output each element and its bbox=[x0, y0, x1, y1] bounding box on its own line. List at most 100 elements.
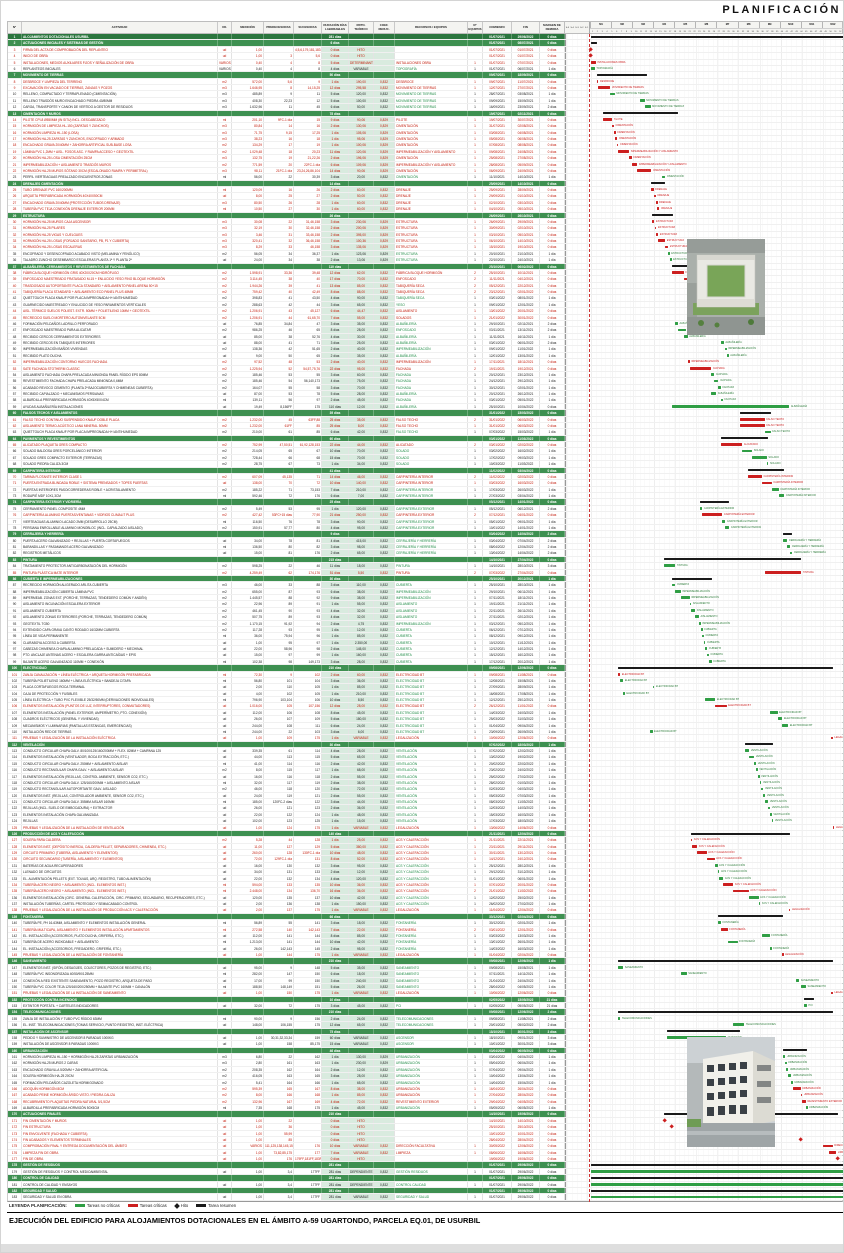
task-bar[interactable] bbox=[618, 672, 621, 676]
task-bar[interactable] bbox=[832, 825, 835, 829]
task-row[interactable]: 136 ELEMENTOS INSTALACIÓN (CIRC. GENERAL … bbox=[8, 894, 843, 901]
task-bar[interactable] bbox=[657, 207, 660, 211]
task-row[interactable]: 12 CARGA, TRANSPORTE Y CANON DE VERTIDO A… bbox=[8, 104, 843, 111]
task-row[interactable]: 15 HORMIGÓN DE LIMPIEZA HL-150 (ZAPATAS Y… bbox=[8, 123, 843, 130]
task-bar[interactable] bbox=[768, 806, 771, 810]
task-row[interactable]: 94 EXTENDIDO CAPA GRAVA CANTO RODADO 16/3… bbox=[8, 626, 843, 634]
task-row[interactable]: 109 MECANISMOS Y LUMINARIAS (PANTALLAS ES… bbox=[8, 722, 843, 729]
task-bar[interactable] bbox=[703, 640, 706, 644]
task-row[interactable]: 128 ELEMENTOS INST. (DEPÓSITO INERCIA, CA… bbox=[8, 843, 843, 850]
task-row[interactable]: 68 SOLADO PIEDRA CALIZA 3CM m2 28,75 67 73 1 d… bbox=[8, 461, 843, 468]
task-bar[interactable] bbox=[612, 124, 614, 128]
summary-bar[interactable] bbox=[651, 182, 665, 185]
task-row[interactable]: 17 HORMIGÓN HA-25 ZAPATAS Y ZUNCHOS, ENCO… bbox=[8, 136, 843, 143]
task-row[interactable]: 55 REVESTIMIENTO FACHADA CHAPA PRELACADA … bbox=[8, 378, 843, 385]
summary-bar[interactable] bbox=[618, 1011, 833, 1014]
section-row[interactable]: 69 CARPINTERÍA INTERIOR 41 días 11/02/2022 0… bbox=[8, 467, 843, 474]
task-bar[interactable] bbox=[718, 385, 721, 389]
task-bar[interactable] bbox=[769, 711, 778, 714]
task-row[interactable]: 87 RECRECIDO HORMIGÓN ALIGERADO ARLITA CU… bbox=[8, 582, 843, 589]
task-row[interactable]: 183 SEGURIDAD Y SALUD EN OBRA ud 1,00 3,4 177… bbox=[8, 1194, 843, 1201]
task-bar[interactable] bbox=[700, 507, 703, 510]
summary-bar[interactable] bbox=[618, 666, 833, 669]
task-bar[interactable] bbox=[637, 169, 652, 172]
section-row[interactable]: 86 CUBIERTA E IMPERMEABILIZACIONES 30 días… bbox=[8, 575, 843, 583]
task-row[interactable]: 78 PERSIANA ENROLLABLE ALUMINIO MONOBLOC … bbox=[8, 524, 843, 532]
task-bar[interactable] bbox=[689, 366, 712, 370]
task-row[interactable]: 18 ENCACHADO GRAVA 20/40MM + ZAHORRA ARTI… bbox=[8, 142, 843, 149]
task-row[interactable]: 111 PRUEBAS Y LEGALIZACIÓN DE LA INSTALAC… bbox=[8, 735, 843, 742]
task-bar[interactable] bbox=[591, 60, 596, 64]
task-row[interactable]: 50 IMPERMEABILIZACIÓN BAÑOS VIVIENDAS m2 13… bbox=[8, 346, 843, 353]
task-bar[interactable] bbox=[727, 940, 738, 944]
section-row[interactable]: 100 ELECTRICIDAD 210 días 09/08/2021 12/06/2… bbox=[8, 665, 843, 672]
task-row[interactable]: 103 PLACA CORTAFUEGOS ROCA TERMINAL ud 2,00… bbox=[8, 684, 843, 691]
task-bar[interactable] bbox=[764, 430, 771, 434]
task-row[interactable]: 71 PUERTA ENTRADA BLINDADA ROBLE + SISTEM… bbox=[8, 480, 843, 487]
section-row[interactable]: 112 VENTILACIÓN 30 días 07/02/2022 18/03/202… bbox=[8, 741, 843, 748]
task-bar[interactable] bbox=[649, 730, 653, 733]
task-row[interactable]: 138 PRUEBAS Y LEGALIZACIÓN DE LA INSTALAC… bbox=[8, 907, 843, 914]
task-bar[interactable] bbox=[726, 354, 729, 357]
task-bar[interactable] bbox=[724, 347, 727, 351]
task-row[interactable]: 96 CLARABOYA ACCESO A CUBIERTA ud 1,00 95 97 1… bbox=[8, 639, 843, 646]
task-row[interactable]: 52 IMPERMEABILIZACIÓN CONTORNO HUECOS FAC… bbox=[8, 359, 843, 366]
task-row[interactable]: 11 RELLENO TRASDÓS MURO ENCACHADO PIEDRA … bbox=[8, 97, 843, 105]
task-row[interactable]: 76 CARPINTERÍA ALUMINIO PUERTAS/VENTANAS … bbox=[8, 512, 843, 519]
section-row[interactable]: 157 INSTALACIÓN DE ASCENSOR 75 días 18/10/2… bbox=[8, 1028, 843, 1035]
task-bar[interactable] bbox=[591, 1170, 843, 1173]
task-row[interactable]: 135 TUBERÍA ACERO NEGRO + AISLAMIENTO (IN… bbox=[8, 888, 843, 895]
task-bar[interactable] bbox=[615, 137, 618, 141]
task-bar[interactable] bbox=[705, 647, 708, 651]
task-bar[interactable] bbox=[717, 870, 720, 874]
task-bar[interactable] bbox=[778, 494, 785, 498]
task-bar[interactable] bbox=[596, 79, 599, 83]
task-bar[interactable] bbox=[754, 762, 757, 765]
task-row[interactable]: 142 EL. INSTALACIÓN (ACCESORIOS, PLATO DU… bbox=[8, 932, 843, 940]
summary-bar[interactable] bbox=[745, 743, 774, 746]
task-row[interactable]: 122 REJILLAS (INCL. SUELO DE EMBOCADURA) … bbox=[8, 805, 843, 812]
task-bar[interactable] bbox=[786, 1068, 789, 1071]
task-row[interactable]: 102 TUBERÍA POLIETILENO 160MM + LÍNEA ELÉ… bbox=[8, 677, 843, 685]
section-row[interactable]: 182 SEGURIDAD Y SALUD 281 días 01/07/2021 29… bbox=[8, 1187, 843, 1195]
task-bar[interactable] bbox=[706, 857, 715, 861]
task-bar[interactable] bbox=[800, 1093, 803, 1097]
task-bar[interactable] bbox=[829, 1150, 837, 1154]
task-row[interactable]: 107 ELEMENTOS INSTALACIÓN (PANEL EXTERIOR… bbox=[8, 709, 843, 717]
task-bar[interactable] bbox=[733, 889, 749, 893]
task-row[interactable]: 82 REGISTROS METÁLICOS ud 15,00 81 176 2 días 6… bbox=[8, 550, 843, 557]
task-bar[interactable] bbox=[655, 201, 658, 204]
milestone-marker[interactable] bbox=[661, 1118, 667, 1123]
task-row[interactable]: 22 HORMIGÓN HA-25 MUROS SÓTANO 30CM (ESCA… bbox=[8, 167, 843, 175]
task-bar[interactable] bbox=[598, 86, 611, 90]
task-bar[interactable] bbox=[763, 793, 766, 797]
task-bar[interactable] bbox=[748, 475, 762, 478]
task-bar[interactable] bbox=[777, 717, 783, 721]
section-row[interactable]: 7 MOVIMIENTO DE TIERRAS 50 días 09/07/2021 1… bbox=[8, 72, 843, 79]
task-bar[interactable] bbox=[629, 156, 632, 160]
task-row[interactable]: 179 GESTIÓN DE RESIDUOS Y CONTROL MEDIOAM… bbox=[8, 1168, 843, 1176]
task-row[interactable]: 65 ALICATADO PLAQUETA GRES COMPACTO m2 752,… bbox=[8, 442, 843, 449]
task-bar[interactable] bbox=[783, 1055, 786, 1059]
task-row[interactable]: 5 INSTALACIONES, MEDIOS AUXILIARES FIJOS … bbox=[8, 59, 843, 66]
task-bar[interactable] bbox=[687, 360, 690, 364]
task-row[interactable]: 3 FIRMA DEL ACTA DE COMPROBACIÓN DEL REPL… bbox=[8, 46, 843, 54]
section-row[interactable]: 126 PRODUCCIÓN DE ACS Y CALEFACCIÓN 140 dí… bbox=[8, 830, 843, 838]
section-row[interactable]: 146 SANEAMIENTO 210 días 09/08/2021 12/06/20… bbox=[8, 958, 843, 965]
task-bar[interactable] bbox=[677, 328, 686, 332]
task-row[interactable]: 85 PINTURA PLÁSTICA MATE INTERIOR m2 4.259,… bbox=[8, 569, 843, 576]
task-row[interactable]: 181 CONTROL DE CALIDAD Y ENSAYOS ud 1,00 3,4… bbox=[8, 1181, 843, 1188]
task-bar[interactable] bbox=[653, 194, 656, 198]
task-row[interactable]: 73 RODAPIÉ MDF 10X1,3CM ml 592,46 72 176 6 día… bbox=[8, 493, 843, 500]
summary-bar[interactable] bbox=[618, 960, 833, 963]
task-row[interactable]: 176 LIMPIEZA FIN DE OBRA ud 1,00 73,82,85,17… bbox=[8, 1149, 843, 1156]
task-bar[interactable] bbox=[722, 519, 726, 523]
task-row[interactable]: 93 GEOTEXTIL TG50 m2 1.170,15 91,92 94 2 días 4… bbox=[8, 620, 843, 627]
task-row[interactable]: 56 ACABADO REVOCO CEMENTO (PLANTA 2ª BAJO… bbox=[8, 384, 843, 391]
task-row[interactable]: 148 TUBERÍA PVC INSONORIZADA 40/50/90/125… bbox=[8, 971, 843, 978]
task-bar[interactable] bbox=[732, 1023, 745, 1027]
task-bar[interactable] bbox=[707, 653, 709, 657]
task-bar[interactable] bbox=[723, 883, 734, 886]
task-bar[interactable] bbox=[725, 526, 730, 529]
task-bar[interactable] bbox=[675, 322, 678, 325]
